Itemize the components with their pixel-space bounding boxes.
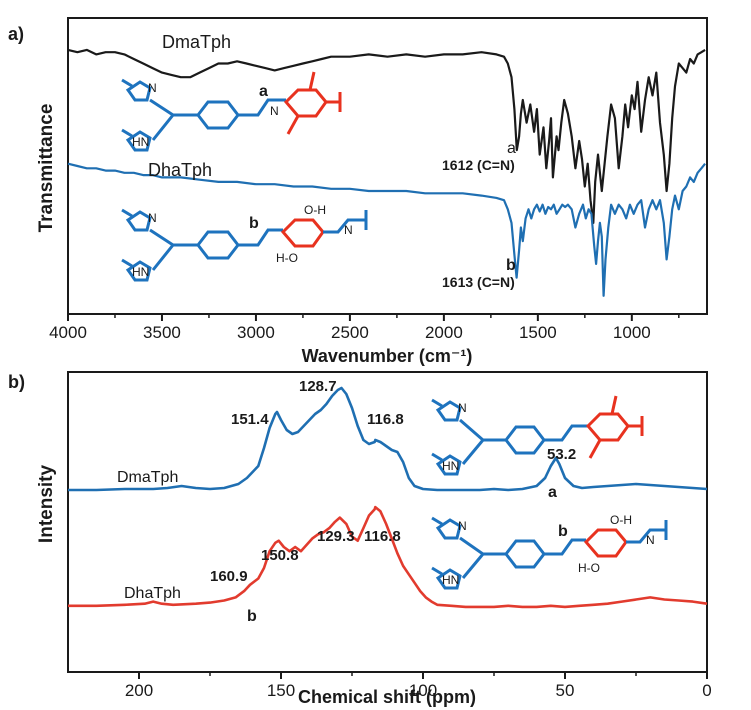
panel-a-annotation: 1613 (C=N) [442, 274, 515, 290]
panel-a-annotation: 1612 (C=N) [442, 157, 515, 173]
panel-b-tick-label: 100 [409, 681, 437, 700]
panel-b-tick-label: 0 [702, 681, 711, 700]
structure-b-label: b [249, 215, 259, 232]
panel-b-tick-label: 200 [125, 681, 153, 700]
dhatph-structure-nmr: N HN b O-H H-O N [431, 513, 668, 590]
dhatph-structure-b: N HN b O-H H-O N [121, 203, 368, 282]
panel-b-ylabel: Intensity [36, 465, 57, 544]
nmr-struct-b-label: b [558, 523, 568, 540]
panel-a-frame [67, 17, 708, 315]
panel-b-tick-label: 150 [267, 681, 295, 700]
panel-b-annotation: 53.2 [547, 446, 576, 463]
nmr-struct-ho: H-O [578, 561, 600, 575]
structure-n-a: N [148, 81, 157, 95]
panel-a-series-dmatph [67, 48, 706, 224]
panel-a-tick-label: 1500 [519, 323, 557, 342]
panel-b-series-dmatph [68, 386, 708, 492]
structure-hn-b: HN [132, 265, 149, 279]
panel-a-annotation: b [506, 257, 516, 274]
panel-a-ylabel: Transmittance [36, 104, 57, 233]
panel-b-frame [67, 371, 708, 673]
panel-b-tick-label: 50 [556, 681, 575, 700]
panel-b-annotation: a [548, 484, 557, 501]
panel-b-label: b) [8, 372, 25, 392]
panel-a-series-dhatph [67, 162, 706, 297]
panel-a-label: a) [8, 24, 24, 44]
panel-b-annotation: 160.9 [210, 568, 248, 585]
dmatph-structure-nmr: N HN [431, 395, 644, 476]
panel-b-ticks: 200 150 100 50 0 [125, 672, 712, 700]
nmr-struct-hn-b: HN [442, 573, 459, 587]
panel-b-annotation: 116.8 [364, 528, 401, 545]
nmr-struct-n-a: N [458, 401, 467, 415]
panel-b-annotation: 128.7 [299, 378, 337, 395]
panel-a-tick-label: 2000 [425, 323, 463, 342]
structure-a-label: a [259, 83, 268, 100]
dmatph-structure-a: N HN a N [121, 71, 342, 152]
panel-b-annotation: 116.8 [367, 411, 404, 428]
nmr-struct-imine-n: N [646, 533, 655, 547]
panel-a-tick-label: 3500 [143, 323, 181, 342]
panel-a-ticks: 4000 3500 3000 2500 2000 1500 1000 [49, 314, 680, 342]
structure-oh-top: O-H [304, 203, 326, 217]
structure-n-b: N [148, 211, 157, 225]
panel-a-tick-label: 4000 [49, 323, 87, 342]
panel-a-annotation: DhaTph [148, 160, 212, 180]
panel-b-annotation: b [247, 608, 257, 625]
panel-b-xlabel: Chemical shift (ppm) [298, 687, 476, 707]
panel-a-tick-label: 1000 [613, 323, 651, 342]
panel-b-series [68, 386, 708, 609]
structure-ho-bottom: H-O [276, 251, 298, 265]
panel-b-annotation: DmaTph [117, 469, 178, 486]
nmr-struct-n-b: N [458, 519, 467, 533]
structure-imine-n-b: N [344, 223, 353, 237]
panel-a-xlabel: Wavenumber (cm⁻¹) [302, 346, 473, 366]
panel-b-annotations: 151.4 128.7 116.8 53.2 a DmaTph 160.9 150.8 129.… [117, 378, 576, 625]
panel-a-annotation: DmaTph [162, 32, 231, 52]
structure-hn-a: HN [132, 135, 149, 149]
panel-b-annotation: 150.8 [261, 547, 299, 564]
panel-b-series-dhatph [68, 505, 708, 609]
panel-b-annotation: 151.4 [231, 411, 269, 428]
panel-b-annotation: 129.3 [317, 528, 355, 545]
panel-a-tick-label: 2500 [331, 323, 369, 342]
panel-a-annotation: a [507, 140, 516, 157]
structure-imine-n-a: N [270, 104, 279, 118]
panel-b-annotation: DhaTph [124, 585, 181, 602]
nmr-struct-hn-a: HN [442, 459, 459, 473]
panel-a-tick-label: 3000 [237, 323, 275, 342]
panel-a-series [67, 48, 706, 297]
nmr-struct-oh: O-H [610, 513, 632, 527]
